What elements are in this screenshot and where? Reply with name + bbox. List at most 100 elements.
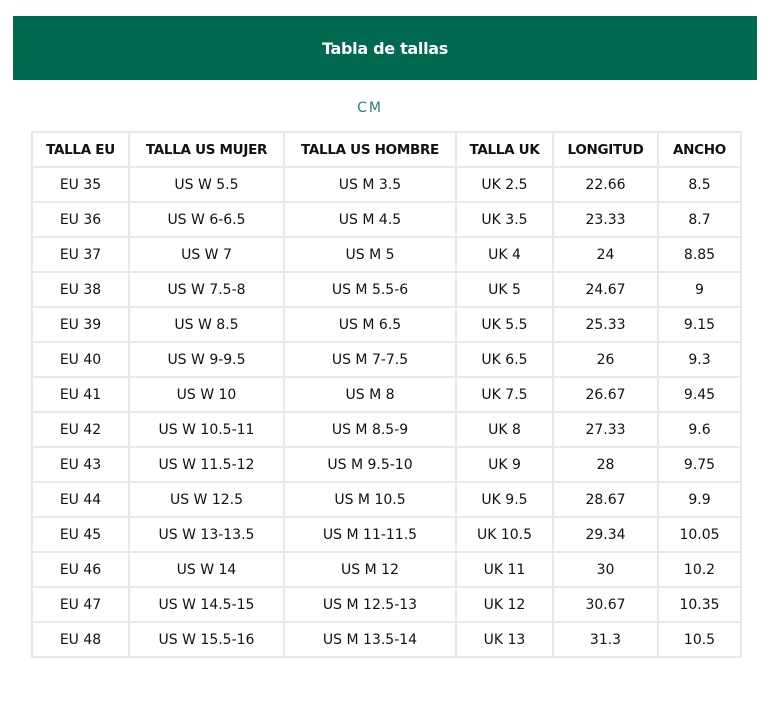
table-cell: UK 9.5 [455,481,554,518]
table-cell: US W 14.5-15 [128,586,285,623]
table-cell: 10.05 [657,516,742,553]
table-cell: US M 11-11.5 [283,516,457,553]
table-cell: UK 8 [455,411,554,448]
table-cell: 9.3 [657,341,742,378]
table-cell: US M 5.5-6 [283,271,457,308]
table-cell: 23.33 [552,201,659,238]
table-cell: UK 12 [455,586,554,623]
table-row: EU 41 US W 10 US M 8 UK 7.5 26.67 9.45 [31,376,742,413]
table-cell: UK 7.5 [455,376,554,413]
table-cell: UK 4 [455,236,554,273]
table-cell: US W 10 [128,376,285,413]
table-cell: EU 36 [31,201,130,238]
table-cell: UK 3.5 [455,201,554,238]
table-cell: 10.2 [657,551,742,588]
table-cell: EU 46 [31,551,130,588]
table-row: EU 40 US W 9-9.5 US M 7-7.5 UK 6.5 26 9.3 [31,341,742,378]
table-cell: US M 9.5-10 [283,446,457,483]
table-cell: 28 [552,446,659,483]
table-row: EU 42 US W 10.5-11 US M 8.5-9 UK 8 27.33 9.6 [31,411,742,448]
table-cell: US M 4.5 [283,201,457,238]
table-cell: EU 39 [31,306,130,343]
table-cell: US W 12.5 [128,481,285,518]
table-cell: 28.67 [552,481,659,518]
size-chart-title: Tabla de tallas [13,16,757,80]
table-cell: 24 [552,236,659,273]
table-cell: US W 6-6.5 [128,201,285,238]
table-cell: 9.6 [657,411,742,448]
table-row: EU 35 US W 5.5 US M 3.5 UK 2.5 22.66 8.5 [31,166,742,203]
table-cell: EU 35 [31,166,130,203]
table-cell: US W 7.5-8 [128,271,285,308]
table-cell: US W 9-9.5 [128,341,285,378]
table-cell: US M 8 [283,376,457,413]
table-cell: US W 13-13.5 [128,516,285,553]
table-cell: 27.33 [552,411,659,448]
table-cell: 8.7 [657,201,742,238]
table-row: EU 37 US W 7 US M 5 UK 4 24 8.85 [31,236,742,273]
table-cell: EU 43 [31,446,130,483]
table-cell: US W 15.5-16 [128,621,285,658]
table-row: EU 39 US W 8.5 US M 6.5 UK 5.5 25.33 9.15 [31,306,742,343]
size-table: TALLA EU TALLA US MUJER TALLA US HOMBRE TAL… [31,131,742,658]
table-cell: EU 44 [31,481,130,518]
table-cell: EU 41 [31,376,130,413]
table-cell: UK 5 [455,271,554,308]
table-cell: UK 10.5 [455,516,554,553]
column-header: ANCHO [657,131,742,168]
table-cell: US W 7 [128,236,285,273]
table-cell: 26 [552,341,659,378]
table-cell: 24.67 [552,271,659,308]
table-row: EU 45 US W 13-13.5 US M 11-11.5 UK 10.5 29.3… [31,516,742,553]
table-cell: 31.3 [552,621,659,658]
table-row: EU 38 US W 7.5-8 US M 5.5-6 UK 5 24.67 9 [31,271,742,308]
unit-label: CM [357,100,383,116]
table-cell: 30.67 [552,586,659,623]
table-cell: UK 6.5 [455,341,554,378]
table-row: EU 36 US W 6-6.5 US M 4.5 UK 3.5 23.33 8.7 [31,201,742,238]
table-cell: 29.34 [552,516,659,553]
table-cell: EU 37 [31,236,130,273]
table-cell: 9.15 [657,306,742,343]
table-cell: US M 5 [283,236,457,273]
table-cell: US M 8.5-9 [283,411,457,448]
table-cell: 9.45 [657,376,742,413]
table-cell: 30 [552,551,659,588]
table-cell: EU 45 [31,516,130,553]
table-cell: UK 2.5 [455,166,554,203]
table-cell: US M 10.5 [283,481,457,518]
table-cell: 10.5 [657,621,742,658]
table-cell: 22.66 [552,166,659,203]
table-cell: EU 40 [31,341,130,378]
table-cell: US M 3.5 [283,166,457,203]
table-cell: EU 47 [31,586,130,623]
table-cell: UK 13 [455,621,554,658]
table-cell: US M 13.5-14 [283,621,457,658]
table-row: EU 46 US W 14 US M 12 UK 11 30 10.2 [31,551,742,588]
table-cell: US W 5.5 [128,166,285,203]
table-cell: EU 42 [31,411,130,448]
table-cell: UK 11 [455,551,554,588]
table-cell: 9 [657,271,742,308]
table-cell: US M 12.5-13 [283,586,457,623]
table-row: EU 48 US W 15.5-16 US M 13.5-14 UK 13 31.3 10… [31,621,742,658]
table-cell: US W 10.5-11 [128,411,285,448]
table-cell: UK 5.5 [455,306,554,343]
table-cell: EU 48 [31,621,130,658]
table-cell: UK 9 [455,446,554,483]
column-header: TALLA US HOMBRE [283,131,457,168]
header-row: TALLA EU TALLA US MUJER TALLA US HOMBRE TAL… [31,131,742,168]
column-header: TALLA EU [31,131,130,168]
column-header: TALLA US MUJER [128,131,285,168]
table-cell: 8.5 [657,166,742,203]
table-cell: US M 12 [283,551,457,588]
table-cell: 8.85 [657,236,742,273]
table-cell: US M 6.5 [283,306,457,343]
table-cell: US W 11.5-12 [128,446,285,483]
table-cell: 9.9 [657,481,742,518]
table-cell: US M 7-7.5 [283,341,457,378]
table-row: EU 47 US W 14.5-15 US M 12.5-13 UK 12 30.67 1… [31,586,742,623]
table-cell: 25.33 [552,306,659,343]
table-cell: 9.75 [657,446,742,483]
table-row: EU 43 US W 11.5-12 US M 9.5-10 UK 9 28 9.75 [31,446,742,483]
